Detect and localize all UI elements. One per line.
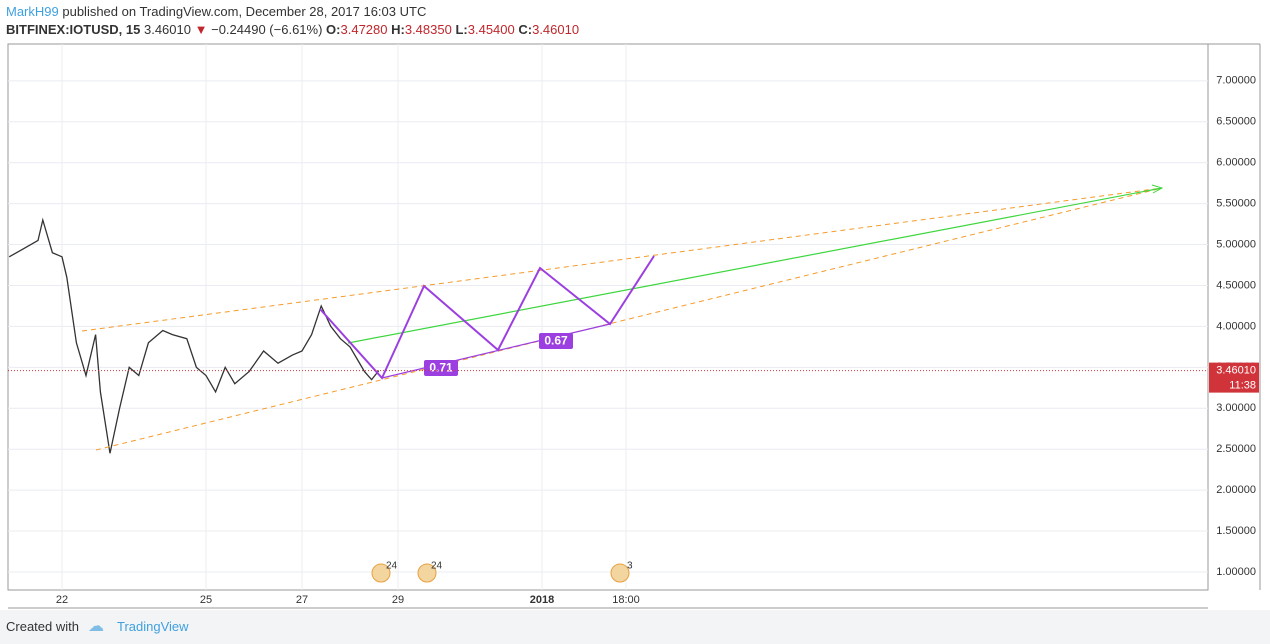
event-icon bbox=[371, 563, 391, 583]
h: 3.48350 bbox=[404, 22, 452, 37]
x-tick-label: 29 bbox=[392, 594, 404, 606]
y-tick-label: 7.00000 bbox=[1216, 75, 1256, 87]
y-tick-label: 4.00000 bbox=[1216, 320, 1256, 332]
x-tick-label: 2018 bbox=[530, 594, 554, 606]
y-tick-label: 5.50000 bbox=[1216, 198, 1256, 210]
y-tick-label: 3.00000 bbox=[1216, 402, 1256, 414]
arrow-head bbox=[1151, 184, 1164, 194]
y-tick-label: 6.00000 bbox=[1216, 157, 1256, 169]
event-count: 24 bbox=[386, 561, 398, 572]
x-tick-label: 27 bbox=[296, 594, 308, 606]
ratio-box bbox=[424, 360, 458, 376]
event-count: 24 bbox=[431, 561, 443, 572]
created-with: Created with bbox=[6, 619, 79, 634]
change: −0.24490 (−6.61%) bbox=[211, 22, 323, 37]
author: MarkH99 bbox=[6, 4, 59, 19]
x-tick-label: 25 bbox=[200, 594, 212, 606]
channel-line bbox=[81, 187, 1163, 332]
l-label: L: bbox=[455, 22, 468, 37]
arrow: ▼ bbox=[194, 22, 208, 37]
symbol: BITFINEX:IOTUSD, 15 bbox=[6, 22, 141, 37]
chart: 0.71 0.67 24 24 3 1.00000 1.50000 2.00000 2… bbox=[7, 43, 1261, 609]
o: 3.47280 bbox=[340, 22, 388, 37]
countdown: 11:38 bbox=[1229, 380, 1256, 392]
published: published on TradingView.com, December 2… bbox=[58, 4, 427, 19]
x-tick-label: 18:00 bbox=[612, 594, 640, 606]
event-icon bbox=[417, 563, 437, 583]
plot-frame bbox=[7, 43, 1209, 591]
ratio-label: 0.71 bbox=[429, 361, 453, 375]
o-label: O: bbox=[326, 22, 341, 37]
y-tick-label: 1.50000 bbox=[1216, 525, 1256, 537]
last-price-box bbox=[1209, 362, 1259, 393]
price-line bbox=[8, 217, 380, 454]
event-icon bbox=[610, 563, 630, 583]
h-label: H: bbox=[391, 22, 405, 37]
ratio-label: 0.67 bbox=[544, 334, 568, 348]
ratio-line bbox=[381, 323, 611, 379]
ratio-box bbox=[539, 333, 573, 349]
trend-line bbox=[347, 187, 1163, 344]
footer: Created with ☁ TradingView bbox=[0, 610, 1270, 644]
y-tick-label: 2.00000 bbox=[1216, 484, 1256, 496]
l: 3.45400 bbox=[467, 22, 515, 37]
channel-line bbox=[95, 187, 1163, 451]
x-tick-label: 22 bbox=[56, 594, 68, 606]
y-tick-label: 5.00000 bbox=[1216, 238, 1256, 250]
y-tick-label: 2.50000 bbox=[1216, 443, 1256, 455]
c: 3.46010 bbox=[532, 22, 580, 37]
c-label: C: bbox=[518, 22, 533, 37]
price: 3.46010 bbox=[143, 22, 191, 37]
header: MarkH99 published on TradingView.com, De… bbox=[6, 3, 579, 39]
y-tick-label: 4.50000 bbox=[1216, 279, 1256, 291]
y-tick-label: 1.00000 bbox=[1216, 566, 1256, 578]
last-price-label: 3.46010 bbox=[1216, 365, 1256, 377]
y-tick-label: 6.50000 bbox=[1216, 116, 1256, 128]
logo: ☁ bbox=[88, 618, 104, 635]
drawings: 0.71 0.67 24 24 3 bbox=[81, 184, 1164, 583]
brand[interactable]: TradingView bbox=[117, 619, 189, 634]
event-count: 3 bbox=[627, 561, 633, 572]
